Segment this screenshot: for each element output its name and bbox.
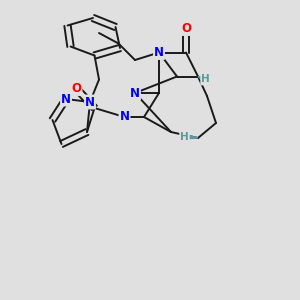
Text: O: O xyxy=(181,22,191,35)
Text: O: O xyxy=(71,82,82,95)
Polygon shape xyxy=(184,134,198,139)
Text: H: H xyxy=(180,131,189,142)
Polygon shape xyxy=(198,76,206,82)
Text: N: N xyxy=(130,86,140,100)
Text: N: N xyxy=(61,92,71,106)
Text: H: H xyxy=(201,74,210,85)
Text: N: N xyxy=(154,46,164,59)
Text: N: N xyxy=(85,95,95,109)
Text: N: N xyxy=(119,110,130,124)
